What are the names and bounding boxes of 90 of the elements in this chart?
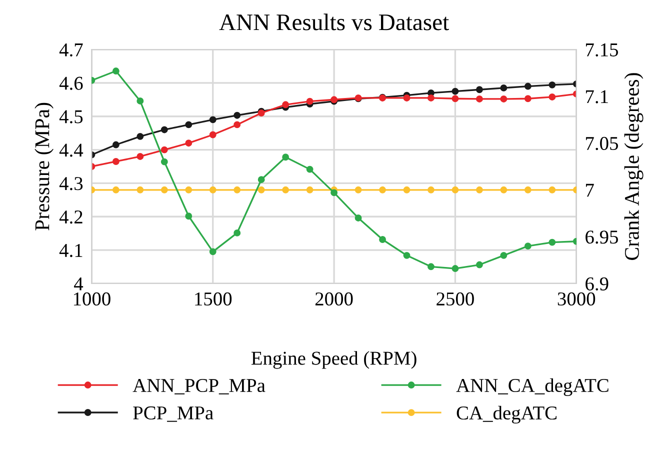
x-tick-label: 2500 (436, 292, 474, 306)
point (160, 146, 168, 154)
point (258, 176, 265, 184)
point (500, 84, 508, 92)
point (524, 82, 532, 90)
y-tick-label: 4.3 (59, 177, 83, 190)
y2-tick-label: 7 (586, 184, 594, 197)
point (354, 214, 362, 222)
point (452, 88, 459, 95)
point (428, 263, 434, 270)
point (258, 186, 265, 194)
point (524, 95, 532, 102)
y-tick-label: 4.4 (59, 144, 84, 157)
point (379, 236, 386, 243)
point (403, 94, 410, 102)
point (160, 186, 168, 194)
point (282, 101, 290, 108)
point (185, 186, 192, 194)
point (185, 121, 192, 128)
point (548, 81, 556, 88)
point (234, 112, 241, 119)
point (330, 189, 338, 196)
point (112, 68, 120, 74)
y2-axis-title: Crank Angle (degrees) (624, 73, 644, 260)
point (548, 93, 556, 100)
point (403, 252, 410, 259)
y2-tick-label: 6.95 (586, 230, 618, 244)
y-tick-label: 4.1 (59, 244, 82, 258)
y-tick-label: 4.2 (59, 210, 82, 224)
x-axis-title: Engine Speed (RPM) (251, 351, 416, 369)
point (112, 141, 120, 148)
point (524, 242, 532, 250)
point (452, 186, 459, 194)
chart-title: ANN Results vs Dataset (219, 14, 449, 30)
point (282, 154, 290, 161)
point (282, 186, 290, 194)
legend-label: CA_degATC (456, 406, 556, 424)
point (428, 94, 434, 102)
y-tick-label: 4.5 (59, 110, 83, 124)
point (209, 131, 216, 138)
point (500, 186, 508, 194)
point (234, 229, 241, 236)
point (185, 140, 192, 147)
point (379, 186, 386, 194)
point (306, 186, 314, 194)
point (306, 98, 314, 105)
point (428, 186, 434, 194)
point (500, 96, 508, 102)
point (160, 158, 168, 166)
point (136, 98, 144, 104)
point (452, 95, 459, 102)
point (548, 186, 556, 194)
y2-tick-label: 7.05 (586, 136, 618, 150)
y-tick-label: 4.7 (59, 43, 83, 57)
point (403, 186, 410, 194)
x-tick-label: 1500 (195, 292, 232, 306)
point (500, 252, 508, 259)
legend-label: PCP_MPa (133, 406, 214, 422)
point (452, 265, 459, 272)
legend-label: ANN_CA_degATC (456, 378, 608, 396)
point (136, 132, 144, 140)
point (209, 248, 216, 256)
point (209, 116, 216, 124)
point (136, 186, 144, 194)
point (112, 158, 120, 165)
x-tick-label: 1000 (74, 292, 110, 306)
y-tick-label: 4.6 (59, 76, 83, 90)
point (476, 186, 483, 194)
y2-tick-label: 7.1 (586, 90, 608, 104)
y-tick-label: 4 (74, 277, 84, 290)
point (476, 261, 483, 268)
point (234, 121, 241, 128)
point (160, 126, 168, 134)
point (185, 212, 192, 220)
point (209, 186, 216, 194)
point (354, 186, 362, 194)
point (476, 96, 483, 102)
point (112, 186, 120, 194)
point (548, 238, 556, 246)
point (234, 186, 241, 194)
point (136, 153, 144, 160)
x-tick-label: 2000 (315, 292, 353, 306)
point (476, 86, 483, 94)
legend-label: ANN_PCP_MPa (132, 378, 266, 394)
point (306, 166, 314, 173)
y2-tick-label: 6.9 (586, 277, 608, 291)
y-axis-title: Pressure (MPa) (34, 102, 54, 230)
y2-tick-label: 7.15 (586, 43, 618, 57)
point (524, 186, 532, 194)
x-tick-label: 3000 (558, 292, 596, 306)
